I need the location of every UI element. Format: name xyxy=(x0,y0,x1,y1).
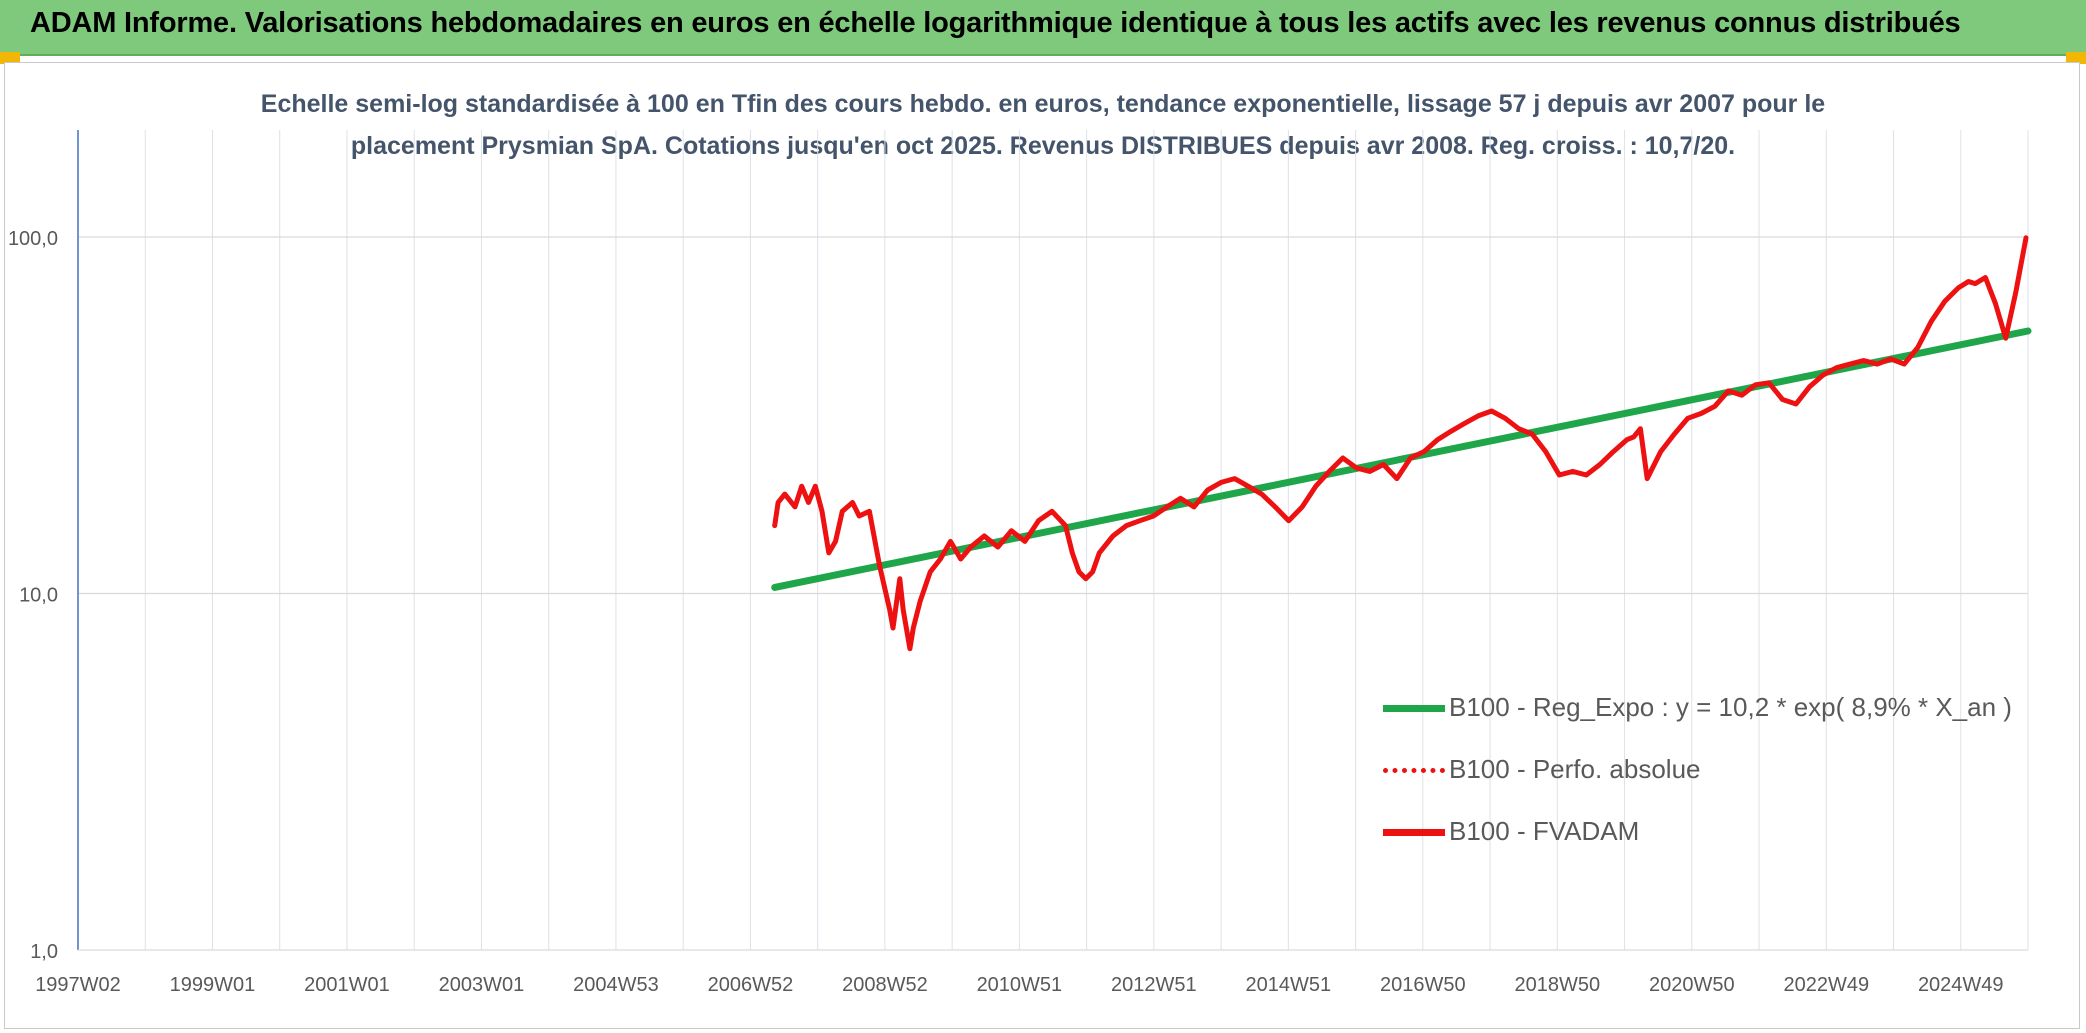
x-tick-label: 2018W50 xyxy=(1514,974,1600,996)
legend-swatch-regression xyxy=(1383,705,1445,712)
x-tick-label: 2020W50 xyxy=(1649,974,1735,996)
y-tick-label: 1,0 xyxy=(30,941,58,963)
series-line-fvadam xyxy=(772,235,2029,652)
series-layer xyxy=(771,235,2032,652)
x-tick-label: 2003W01 xyxy=(439,974,525,996)
x-tick-label: 2022W49 xyxy=(1783,974,1869,996)
corner-marker-right xyxy=(2066,52,2086,64)
chart-frame xyxy=(4,62,2080,1029)
legend-label-perfo: B100 - Perfo. absolue xyxy=(1449,754,1701,784)
x-tick-label: 1999W01 xyxy=(170,974,256,996)
corner-marker-left xyxy=(0,52,20,64)
series-line-regression xyxy=(771,327,2032,591)
report-header: ADAM Informe. Valorisations hebdomadaire… xyxy=(0,0,2086,56)
chart-title-line-1: Echelle semi-log standardisée à 100 en T… xyxy=(260,90,1826,118)
legend-label-fvadam: B100 - FVADAM xyxy=(1449,816,1640,846)
legend-swatch-fvadam xyxy=(1383,829,1445,836)
x-tick-label: 2001W01 xyxy=(304,974,390,996)
legend-label-regression: B100 - Reg_Expo : y = 10,2 * exp( 8,9% *… xyxy=(1449,692,2012,722)
x-tick-label: 2012W51 xyxy=(1111,974,1197,996)
x-tick-label: 2010W51 xyxy=(977,974,1063,996)
legend-swatch-perfo xyxy=(1383,768,1445,773)
x-tick-label: 2024W49 xyxy=(1918,974,2004,996)
x-tick-label: 2004W53 xyxy=(573,974,659,996)
y-tick-label: 10,0 xyxy=(19,585,58,607)
x-tick-label: 2016W50 xyxy=(1380,974,1466,996)
chart-title-line-2: placement Prysmian SpA. Cotations jusqu'… xyxy=(350,132,1736,160)
x-tick-label: 2008W52 xyxy=(842,974,928,996)
x-tick-label: 2014W51 xyxy=(1246,974,1332,996)
x-tick-label: 2006W52 xyxy=(708,974,794,996)
y-tick-label: 100,0 xyxy=(8,228,58,250)
x-tick-label: 1997W02 xyxy=(35,974,121,996)
grid-lines xyxy=(78,130,2029,950)
axes: 1,0 10,0 100,0 1997W02 1999W01 2001W01 2003W01… xyxy=(8,130,2028,996)
report-title: ADAM Informe. Valorisations hebdomadaire… xyxy=(30,7,1961,39)
